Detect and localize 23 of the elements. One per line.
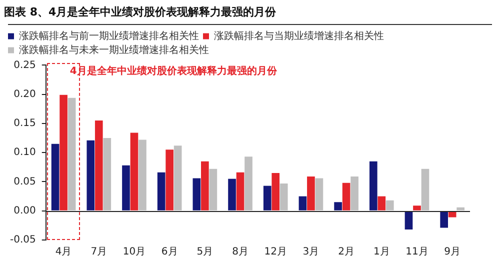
- y-tick-label: 0.25: [14, 60, 36, 71]
- y-tick-label: 0.00: [14, 205, 36, 216]
- x-tick-label: 1月: [373, 246, 390, 258]
- y-tick-label: 0.05: [14, 176, 36, 188]
- y-tick-label: 0.10: [14, 147, 36, 158]
- x-tick-label: 10月: [122, 246, 146, 258]
- legend-label: 涨跌幅排名与当期业绩增速排名相关性: [214, 30, 384, 42]
- y-tick-label: 0.15: [14, 118, 36, 130]
- x-tick-label: 7月: [90, 246, 108, 258]
- y-tick-label: 0.20: [14, 88, 36, 100]
- chart-title: 图表 8、4月是全年中业绩对股价表现解释力最强的月份: [4, 5, 278, 18]
- legend-label: 涨跌幅排名与未来一期业绩增速排名相关性: [19, 44, 209, 56]
- x-tick-label: 4月: [55, 246, 72, 258]
- x-tick-label: 2月: [338, 246, 354, 258]
- y-tick-label: -0.05: [10, 234, 36, 246]
- x-tick-label: 5月: [196, 246, 214, 258]
- x-tick-label: 9月: [444, 246, 461, 258]
- x-tick-label: 12月: [264, 246, 287, 258]
- legend-label: 涨跌幅排名与前一期业绩增速排名相关性: [19, 30, 199, 42]
- x-tick-label: 11月: [406, 246, 428, 258]
- x-tick-label: 6月: [161, 246, 178, 258]
- x-tick-label: 3月: [302, 246, 320, 258]
- x-tick-label: 8月: [232, 246, 248, 258]
